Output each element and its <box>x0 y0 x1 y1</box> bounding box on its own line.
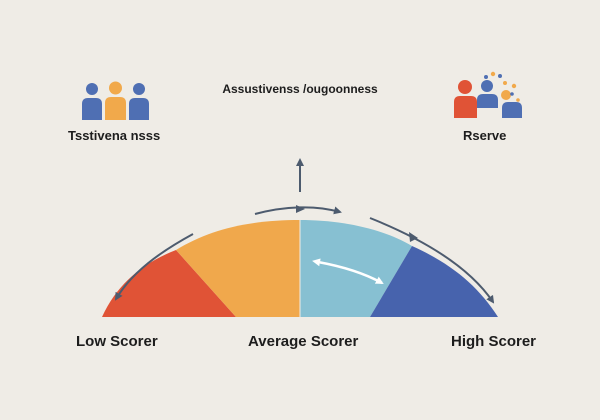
team-with-ideas-icon <box>454 71 522 118</box>
segment-high <box>370 246 498 317</box>
right-curved-arrow-icon <box>369 217 495 304</box>
diagram-title: Assustivenss /ougoonness <box>222 82 378 96</box>
average-scorer-label: Average Scorer <box>248 333 359 350</box>
left-curved-arrow-icon <box>114 233 194 301</box>
double-headed-arrow-icon <box>312 258 384 285</box>
segment-average-left <box>176 220 300 317</box>
segment-low <box>102 250 236 317</box>
left-group-caption: Tsstivena nsss <box>68 128 161 143</box>
high-scorer-label: High Scorer <box>451 333 537 350</box>
low-scorer-label: Low Scorer <box>76 333 158 350</box>
right-mid-arrowhead-icon <box>409 232 418 242</box>
group-of-people-icon <box>82 81 149 120</box>
top-mid-arrowhead-icon <box>296 205 305 213</box>
right-group-caption: Rserve <box>463 128 507 143</box>
